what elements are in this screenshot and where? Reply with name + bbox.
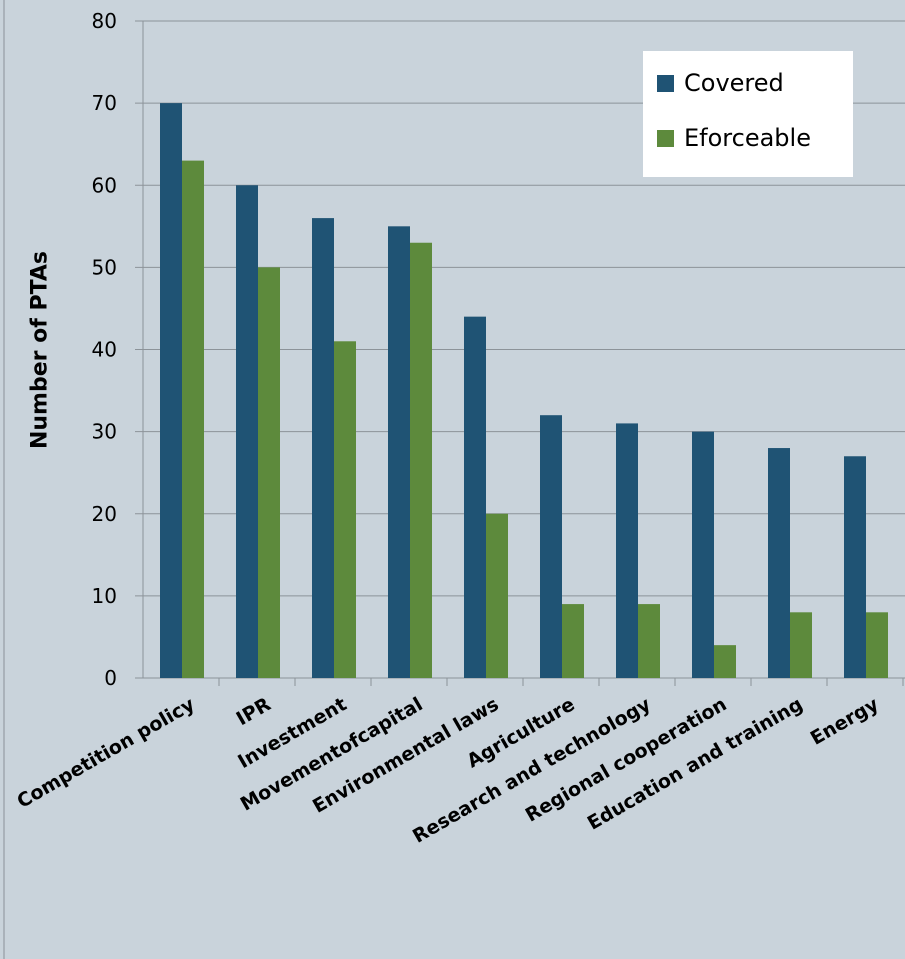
y-tick-label: 10: [92, 584, 117, 608]
y-tick-label: 80: [92, 9, 117, 33]
bar-eforceable-7: [714, 645, 736, 678]
bar-eforceable-5: [562, 604, 584, 678]
legend-item-eforceable: Eforceable: [657, 124, 811, 152]
y-tick-label: 60: [92, 173, 117, 197]
legend-label-eforceable: Eforceable: [684, 124, 811, 152]
bar-eforceable-2: [334, 341, 356, 678]
x-tick-label: Competition policy: [13, 693, 199, 813]
y-tick-label: 20: [92, 502, 117, 526]
legend-swatch-covered: [657, 74, 674, 92]
bar-covered-3: [388, 226, 410, 678]
bar-eforceable-9: [866, 612, 888, 678]
legend-swatch-eforceable: [657, 129, 674, 147]
bar-covered-4: [464, 316, 486, 678]
bar-covered-9: [844, 456, 866, 678]
y-tick-label: 0: [104, 666, 117, 690]
x-tick-label: Energy: [807, 693, 883, 750]
bar-covered-7: [692, 431, 714, 678]
y-tick-label: 30: [92, 420, 117, 444]
bar-eforceable-8: [790, 612, 812, 678]
bar-eforceable-4: [486, 513, 508, 678]
bar-covered-6: [616, 423, 638, 678]
bar-covered-2: [312, 218, 334, 678]
y-tick-label: 70: [92, 91, 117, 115]
legend: Covered Eforceable: [643, 51, 853, 177]
y-axis-label: Number of PTAs: [27, 250, 53, 450]
y-tick-label: 40: [92, 338, 117, 362]
x-tick-label: IPR: [233, 693, 275, 730]
bar-covered-5: [540, 415, 562, 678]
bar-eforceable-3: [410, 242, 432, 679]
bar-eforceable-0: [182, 160, 204, 679]
bar-covered-8: [768, 448, 790, 678]
bar-covered-0: [160, 103, 182, 678]
legend-label-covered: Covered: [684, 69, 784, 97]
bar-covered-1: [236, 185, 258, 678]
y-tick-label: 50: [92, 255, 117, 279]
legend-item-covered: Covered: [657, 69, 784, 97]
bar-eforceable-6: [638, 604, 660, 678]
bar-eforceable-1: [258, 267, 280, 678]
